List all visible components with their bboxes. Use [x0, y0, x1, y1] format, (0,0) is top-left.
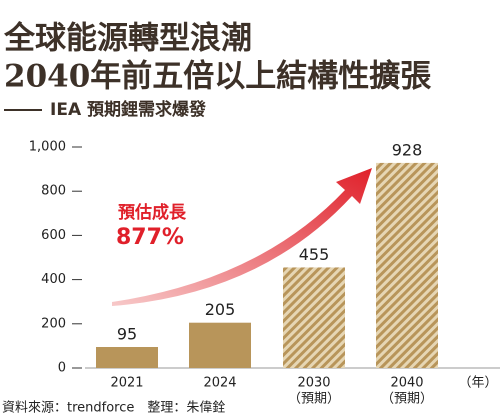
x-unit: （年） [458, 376, 497, 391]
bar [96, 347, 158, 368]
value-label: 455 [299, 245, 330, 264]
value-label: 95 [117, 325, 137, 344]
x-tick-label: 2024 [203, 376, 236, 391]
y-tick-label: 200 [41, 316, 66, 331]
x-tick-label: 2021 [110, 376, 143, 391]
annotation-label: 預估成長 [118, 202, 187, 223]
x-tick-label: 2040 [390, 376, 423, 391]
value-label: 928 [392, 140, 423, 159]
x-tick-note: （預期） [288, 392, 340, 407]
chart-title: 2040年前五倍以上結構性擴張 [4, 59, 431, 95]
growth-arrow [112, 168, 372, 306]
chart-title: 全球能源轉型浪潮 [3, 21, 252, 57]
y-tick-label: 0 [58, 361, 66, 376]
x-tick-note: （預期） [381, 392, 433, 407]
y-tick-label: 400 [41, 272, 66, 287]
y-tick-label: 1,000 [29, 140, 66, 155]
x-tick-label: 2030 [297, 376, 330, 391]
y-tick-label: 800 [41, 184, 66, 199]
bar [283, 267, 345, 368]
y-tick-label: 600 [41, 228, 66, 243]
bar [189, 322, 251, 368]
annotation-value: 877% [116, 225, 184, 250]
value-label: 205 [205, 300, 236, 319]
bar [376, 162, 438, 368]
subtitle: IEA 預期鋰需求爆發 [50, 99, 206, 120]
source: 資料來源：trendforce 整理：朱偉銓 [2, 401, 225, 416]
